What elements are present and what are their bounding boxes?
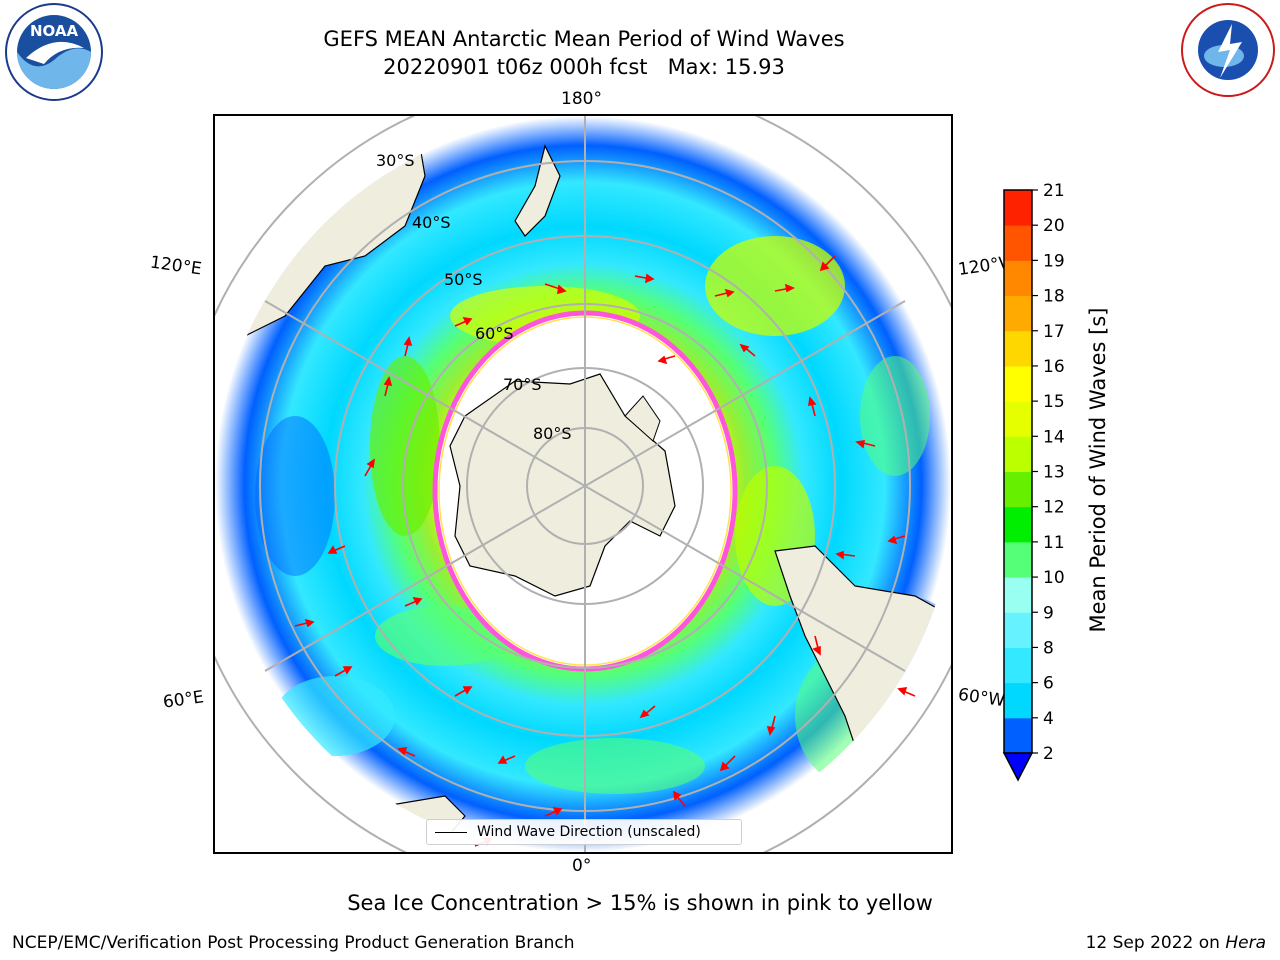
- colorbar-tick-label: 11: [1043, 533, 1065, 553]
- colorbar-segment: [1004, 436, 1032, 472]
- credit-branch: NCEP/EMC/Verification Post Processing Pr…: [12, 933, 575, 953]
- lon-label-0: 0°: [572, 856, 592, 876]
- lat-label-80s: 80°S: [533, 424, 572, 443]
- colorbar-tick-label: 12: [1043, 498, 1065, 518]
- map-legend: Wind Wave Direction (unscaled): [426, 819, 742, 845]
- colorbar-segment: [1004, 682, 1032, 719]
- colorbar: 2 4 6 8 9 10 11 12 13 14 15 16 17 18 19 20 21: [1002, 181, 1065, 782]
- colorbar-segment: [1004, 612, 1032, 648]
- colorbar-segment: [1004, 260, 1032, 297]
- wind-wave-arrows: [294, 255, 916, 847]
- map-canvas: [215, 116, 951, 852]
- colorbar-tick-label: 6: [1043, 674, 1054, 694]
- lat-label-30s: 30°S: [376, 151, 415, 170]
- colorbar-segment: [1004, 541, 1032, 578]
- colorbar-tick-label: 20: [1043, 216, 1065, 236]
- nws-logo: [1181, 3, 1275, 97]
- lat-label-70s: 70°S: [503, 375, 542, 394]
- colorbar-segment: [1004, 647, 1032, 684]
- colorbar-tick-label: 15: [1043, 392, 1065, 412]
- colorbar-segment: [1004, 401, 1032, 437]
- lon-label-60e: 60°E: [161, 687, 206, 713]
- colorbar-tick-label: 21: [1043, 181, 1065, 201]
- title-line-2: 20220901 t06z 000h fcst Max: 15.93: [383, 55, 785, 79]
- title-line-1: GEFS MEAN Antarctic Mean Period of Wind …: [323, 27, 845, 51]
- lat-label-40s: 40°S: [412, 213, 451, 232]
- sea-ice-note: Sea Ice Concentration > 15% is shown in …: [347, 891, 933, 915]
- svg-text:NOAA: NOAA: [30, 22, 79, 40]
- colorbar-tick-label: 2: [1043, 744, 1054, 764]
- colorbar-tick-label: 17: [1043, 322, 1065, 342]
- lon-label-180: 180°: [561, 89, 602, 109]
- colorbar-tick-label: 14: [1043, 427, 1065, 447]
- legend-line-swatch: [435, 831, 467, 833]
- noaa-logo: NOAA: [5, 3, 103, 101]
- colorbar-segment: [1004, 717, 1032, 754]
- colorbar-segment: [1004, 577, 1032, 613]
- credit-machine: Hera: [1225, 933, 1266, 953]
- colorbar-segment: [1004, 295, 1032, 332]
- colorbar-tick-label: 9: [1043, 603, 1054, 623]
- credit-date: 12 Sep 2022 on Hera: [1086, 933, 1266, 953]
- colorbar-tick-label: 8: [1043, 638, 1054, 658]
- colorbar-tick-label: 19: [1043, 251, 1065, 271]
- colorbar-segment: [1004, 190, 1032, 226]
- colorbar-segment: [1004, 471, 1032, 508]
- lat-label-50s: 50°S: [444, 270, 483, 289]
- colorbar-tick-label: 16: [1043, 357, 1065, 377]
- colorbar-segment: [1004, 365, 1032, 402]
- colorbar-segment: [1004, 225, 1032, 261]
- colorbar-label: Mean Period of Wind Waves [s]: [1086, 307, 1110, 633]
- credit-date-text: 12 Sep 2022 on: [1085, 933, 1220, 953]
- colorbar-tick-label: 18: [1043, 287, 1065, 307]
- polar-map: [213, 114, 953, 854]
- colorbar-tick-label: 13: [1043, 463, 1065, 483]
- colorbar-segment: [1004, 506, 1032, 543]
- legend-label: Wind Wave Direction (unscaled): [477, 824, 701, 840]
- colorbar-tick-label: 4: [1043, 709, 1054, 729]
- colorbar-tick-label: 10: [1043, 568, 1065, 588]
- graticule: [215, 116, 951, 852]
- colorbar-segment: [1004, 330, 1032, 367]
- colorbar-underflow-extension: [1002, 752, 1034, 782]
- lat-label-60s: 60°S: [475, 324, 514, 343]
- lon-label-120e: 120°E: [148, 252, 203, 280]
